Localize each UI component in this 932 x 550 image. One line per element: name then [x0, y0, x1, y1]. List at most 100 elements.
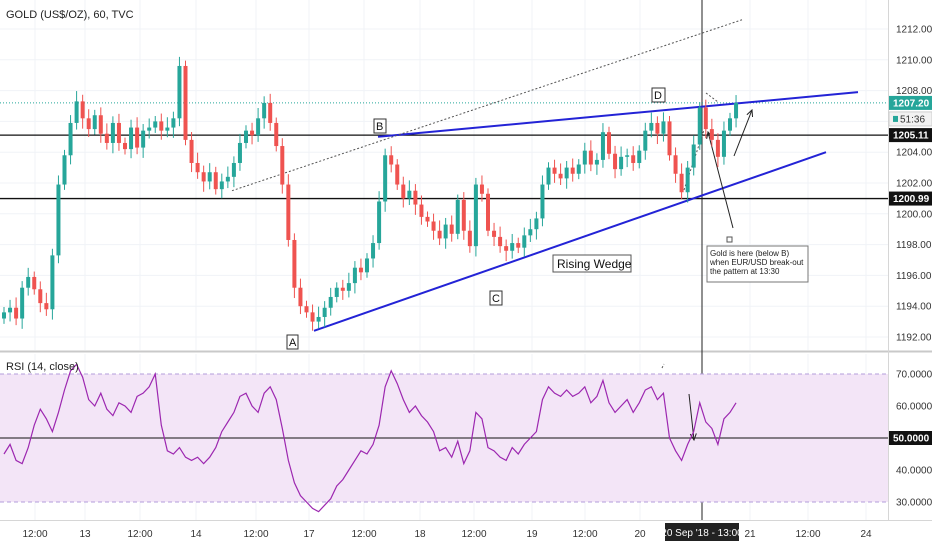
candle-body[interactable] — [564, 167, 569, 179]
candle-body[interactable] — [262, 102, 267, 119]
candle-body[interactable] — [231, 162, 236, 177]
candle-body[interactable] — [613, 153, 618, 170]
candle-body[interactable] — [141, 130, 146, 148]
candle-body[interactable] — [244, 130, 248, 143]
candle-body[interactable] — [667, 121, 672, 156]
candle-body[interactable] — [135, 127, 140, 148]
dotted-channel-line[interactable] — [231, 19, 743, 192]
candle-body[interactable] — [679, 173, 684, 193]
candle-body[interactable] — [340, 287, 345, 291]
candle-body[interactable] — [637, 150, 642, 163]
candle-body[interactable] — [673, 155, 678, 174]
candle-body[interactable] — [600, 132, 605, 160]
candle-body[interactable] — [250, 130, 255, 136]
candle-body[interactable] — [377, 201, 382, 244]
candle-body[interactable] — [389, 155, 394, 165]
projection-arrow[interactable] — [733, 109, 753, 157]
candle-body[interactable] — [2, 312, 6, 319]
candle-body[interactable] — [461, 199, 466, 231]
point-label-d[interactable]: D — [651, 87, 666, 103]
candle-body[interactable] — [570, 167, 575, 174]
candle-body[interactable] — [44, 303, 49, 310]
candle-body[interactable] — [56, 184, 61, 256]
candle-body[interactable] — [473, 184, 478, 247]
candle-body[interactable] — [443, 224, 448, 239]
candle-body[interactable] — [104, 133, 109, 143]
rsi-line[interactable] — [3, 363, 737, 513]
candle-body[interactable] — [195, 162, 200, 173]
candle-body[interactable] — [455, 199, 460, 234]
candle-body[interactable] — [310, 312, 315, 322]
point-label-b[interactable]: B — [373, 118, 387, 134]
candle-body[interactable] — [558, 173, 563, 179]
candle-body[interactable] — [721, 130, 726, 157]
candle-body[interactable] — [703, 107, 708, 130]
candle-body[interactable] — [419, 204, 424, 217]
candle-body[interactable] — [649, 122, 654, 131]
candle-body[interactable] — [504, 246, 509, 251]
pattern-name-label[interactable]: Rising Wedge — [552, 254, 632, 273]
candle-body[interactable] — [619, 156, 624, 170]
last-price-tag[interactable] — [889, 95, 932, 110]
rsi-series[interactable] — [3, 363, 737, 513]
candle-body[interactable] — [625, 155, 630, 157]
candle-body[interactable] — [643, 130, 648, 151]
candle-body[interactable] — [728, 118, 732, 131]
candle-body[interactable] — [298, 287, 303, 307]
candle-body[interactable] — [588, 150, 593, 165]
candle-body[interactable] — [14, 307, 19, 319]
candle-body[interactable] — [110, 122, 115, 143]
candle-body[interactable] — [498, 236, 503, 247]
candle-body[interactable] — [401, 184, 406, 199]
candle-body[interactable] — [129, 127, 134, 150]
candle-body[interactable] — [552, 167, 557, 174]
rsi-axis[interactable]: 70.0000 60.0000 40.0000 30.0000 50.0000 — [889, 370, 932, 509]
candle-body[interactable] — [334, 287, 339, 297]
candle-body[interactable] — [225, 176, 230, 182]
candle-body[interactable] — [371, 243, 376, 259]
candle-body[interactable] — [697, 107, 702, 145]
level-low-tag[interactable] — [889, 191, 932, 206]
candle-body[interactable] — [516, 243, 521, 248]
candle-body[interactable] — [171, 118, 176, 128]
candle-body[interactable] — [38, 289, 43, 304]
candle-body[interactable] — [237, 142, 242, 163]
candle-body[interactable] — [32, 276, 37, 290]
candle-body[interactable] — [116, 122, 121, 143]
candle-body[interactable] — [594, 159, 599, 165]
candle-body[interactable] — [183, 65, 188, 140]
note-pointer-arrow[interactable] — [707, 131, 734, 229]
candle-body[interactable] — [407, 190, 412, 199]
candle-body[interactable] — [286, 184, 291, 240]
candle-body[interactable] — [123, 142, 127, 150]
candle-body[interactable] — [510, 243, 515, 251]
candle-body[interactable] — [546, 167, 551, 185]
candle-body[interactable] — [189, 139, 194, 163]
candle-body[interactable] — [153, 121, 158, 128]
note-callout[interactable]: Gold is here (below B) when EUR/USD break… — [706, 236, 809, 283]
candle-body[interactable] — [304, 306, 309, 313]
candle-body[interactable] — [280, 146, 285, 185]
candle-body[interactable] — [492, 230, 497, 237]
candle-body[interactable] — [207, 172, 212, 182]
candle-body[interactable] — [219, 181, 224, 190]
level-high-tag[interactable] — [889, 128, 932, 143]
horizontal-levels[interactable] — [0, 102, 888, 200]
candle-body[interactable] — [20, 287, 25, 319]
candle-body[interactable] — [655, 122, 660, 134]
candle-body[interactable] — [467, 230, 472, 247]
candle-body[interactable] — [274, 122, 279, 147]
candle-body[interactable] — [26, 276, 31, 288]
crosshair-time-tag[interactable] — [665, 523, 739, 541]
candle-body[interactable] — [661, 121, 666, 134]
candle-body[interactable] — [395, 164, 400, 185]
candle-body[interactable] — [709, 129, 714, 140]
candle-body[interactable] — [316, 316, 321, 322]
wedge-upper-trendline[interactable] — [377, 91, 859, 138]
candle-body[interactable] — [147, 127, 152, 131]
candle-body[interactable] — [352, 267, 357, 284]
candle-body[interactable] — [165, 127, 170, 131]
candle-body[interactable] — [80, 101, 85, 119]
price-axis[interactable]: 1212.001210.001208.001206.001204.001202.… — [888, 25, 932, 344]
